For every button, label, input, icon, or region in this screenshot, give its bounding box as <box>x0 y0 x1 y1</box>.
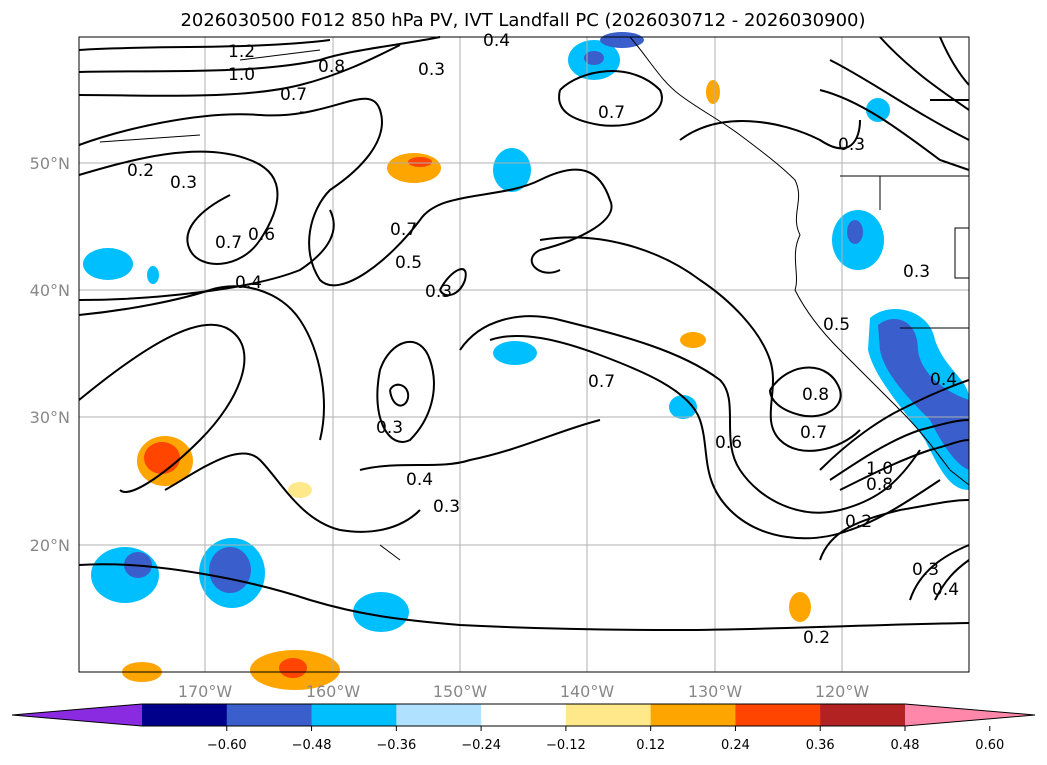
anomaly-blob-positive <box>680 332 706 348</box>
contour-label: 0.3 <box>912 560 939 580</box>
colorbar-tick-label: −0.24 <box>461 738 501 753</box>
anomaly-blob-negative <box>209 547 251 593</box>
anomaly-blob-negative <box>493 341 537 365</box>
contour-label: 0.2 <box>127 161 154 181</box>
contour-labels: 1.2 1.0 0.8 0.7 0.4 0.2 0.3 0.7 0.6 0.4 … <box>127 31 959 648</box>
contour-label: 0.3 <box>838 135 865 155</box>
map-panel: 1.2 1.0 0.8 0.7 0.4 0.2 0.3 0.7 0.6 0.4 … <box>78 31 970 690</box>
colorbar-tick-label: 0.24 <box>721 738 750 753</box>
colorbar-tick-label: 0.12 <box>636 738 665 753</box>
lon-label: 120°W <box>815 682 870 701</box>
anomaly-blob-negative <box>847 220 863 244</box>
colorbar-segment <box>311 704 397 726</box>
anomaly-blob-positive <box>706 80 720 104</box>
contour-label: 0.7 <box>215 233 242 253</box>
lon-label: 140°W <box>560 682 615 701</box>
lon-label: 150°W <box>433 682 488 701</box>
contour-label: 0.2 <box>845 512 872 532</box>
lon-label: 130°W <box>688 682 743 701</box>
colorbar-segment <box>481 704 567 726</box>
contour-label: 0.4 <box>932 580 959 600</box>
contour-label: 0.5 <box>823 315 850 335</box>
graticule <box>79 37 969 672</box>
anomaly-blob-positive <box>279 658 307 678</box>
anomaly-blob-positive <box>288 482 312 498</box>
contour-label: 0.8 <box>866 475 893 495</box>
contour-label: 1.0 <box>228 65 255 85</box>
lat-label: 20°N <box>30 536 70 555</box>
colorbar-extend-low <box>12 704 142 726</box>
contour-label: 0.2 <box>803 628 830 648</box>
map-border <box>78 36 970 673</box>
colorbar-extend-high <box>905 704 1035 726</box>
contour-label: 0.4 <box>235 273 262 293</box>
anomaly-blob-negative <box>83 248 133 280</box>
colorbar-segment <box>735 704 821 726</box>
contour-label: 0.8 <box>802 385 829 405</box>
contour-label: 0.7 <box>598 103 625 123</box>
colorbar-segment <box>226 704 313 726</box>
contour-label: 0.7 <box>280 85 307 105</box>
anomaly-blob-negative <box>91 547 159 603</box>
colorbar-tick-label: 0.48 <box>891 738 920 753</box>
colorbar-tick-label: −0.48 <box>292 738 332 753</box>
colorbar-segment <box>396 704 482 726</box>
contour-label: 0.4 <box>483 31 510 51</box>
contour-label: 0.3 <box>903 262 930 282</box>
colorbar-segment <box>820 704 906 726</box>
lon-label: 170°W <box>178 682 233 701</box>
contour-label: 1.0 <box>866 459 893 479</box>
anomaly-blob-positive <box>144 442 180 474</box>
contour-label: 0.6 <box>715 433 742 453</box>
anomaly-blob-positive <box>408 157 432 167</box>
contour-label: 0.3 <box>418 60 445 80</box>
colorbar-tick-label: −0.36 <box>376 738 416 753</box>
anomaly-blob-negative <box>600 32 644 48</box>
colorbar-tick-label: −0.60 <box>207 738 247 753</box>
anomaly-blob-negative <box>493 148 531 192</box>
contour-label: 0.3 <box>376 418 403 438</box>
contour-label: 0.6 <box>248 225 275 245</box>
contour-label: 0.4 <box>930 370 957 390</box>
contour-label: 0.7 <box>800 423 827 443</box>
contour-label: 0.5 <box>395 253 422 273</box>
contour-lines <box>78 36 970 632</box>
longitude-labels: 170°W 160°W 150°W 140°W 130°W 120°W <box>178 682 870 701</box>
lat-label: 30°N <box>30 408 70 427</box>
contour-label: 0.7 <box>588 372 615 392</box>
colorbar-segment <box>650 704 736 726</box>
colorbar-tick-label: −0.12 <box>546 738 586 753</box>
colorbar-outline <box>11 703 1036 727</box>
colorbar-segment <box>142 704 228 726</box>
colorbar-tick-label: 0.60 <box>975 738 1004 753</box>
colorbar-segment <box>565 704 652 726</box>
anomaly-blob-negative <box>353 592 409 632</box>
lon-label: 160°W <box>306 682 361 701</box>
contour-label: 0.8 <box>318 57 345 77</box>
anomaly-blob-negative <box>147 266 159 284</box>
colorbar-tick-label: 0.36 <box>806 738 835 753</box>
contour-label: 1.2 <box>228 42 255 62</box>
anomaly-blob-negative <box>669 395 697 419</box>
lat-label: 40°N <box>30 281 70 300</box>
lat-label: 50°N <box>30 154 70 173</box>
colorbar: −0.60 −0.48 −0.36 −0.24 −0.12 0.12 0.24 0.36 0.4… <box>11 703 1036 753</box>
contour-label: 0.3 <box>425 282 452 302</box>
map-title: 2026030500 F012 850 hPa PV, IVT Landfall… <box>180 10 865 31</box>
anomaly-blob-positive <box>789 592 811 622</box>
contour-label: 0.4 <box>406 470 433 490</box>
anomaly-blob-negative <box>866 98 890 122</box>
anomaly-blob-negative <box>878 318 969 470</box>
anomaly-blob-positive <box>387 153 441 183</box>
contour-label: 0.3 <box>433 497 460 517</box>
contour-label: 0.3 <box>170 173 197 193</box>
latitude-labels: 50°N 40°N 30°N 20°N <box>30 154 70 555</box>
anomaly-blob-negative <box>584 51 604 65</box>
contour-label: 0.7 <box>390 220 417 240</box>
filled-anomalies <box>83 32 970 690</box>
